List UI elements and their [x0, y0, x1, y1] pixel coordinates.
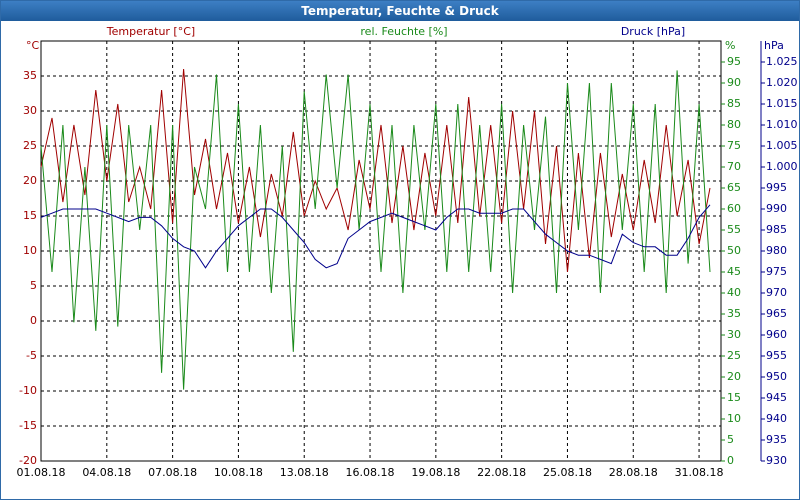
- y3-tick-label: 980: [766, 244, 787, 257]
- y2-tick-label: 90: [727, 76, 741, 89]
- x-tick-label: 07.08.18: [148, 466, 197, 479]
- y3-tick-label: 1.020: [766, 76, 798, 89]
- chart: -20 -15 -10 -5 0 5 10 15 20 25 30 35 0 5 10 15 20 25 30 35 4…: [17, 25, 798, 479]
- y2-tick-label: 65: [727, 181, 741, 194]
- y2-tick-label: 0: [727, 454, 734, 467]
- y3-tick-label: 960: [766, 328, 787, 341]
- y-tick-label: 0: [30, 314, 37, 327]
- x-tick-label: 01.08.18: [17, 466, 66, 479]
- data-line: [40, 68, 711, 273]
- y2-tick-label: 45: [727, 265, 741, 278]
- y-tick-label: 25: [23, 139, 37, 152]
- x-tick-label: 16.08.18: [346, 466, 395, 479]
- y3-tick-label: 1.025: [766, 55, 798, 68]
- y2-tick-label: 75: [727, 139, 741, 152]
- y3-tick-label: 930: [766, 454, 787, 467]
- y-tick-label: -15: [19, 419, 37, 432]
- legend-entry: Druck [hPa]: [621, 25, 685, 38]
- y3-tick-label: 975: [766, 265, 787, 278]
- y2-tick-label: 55: [727, 223, 741, 236]
- y-tick-label: 35: [23, 69, 37, 82]
- y2-tick-label: 50: [727, 244, 741, 257]
- y3-tick-label: 995: [766, 181, 787, 194]
- y3-tick-label: 945: [766, 391, 787, 404]
- y2-tick-label: 5: [727, 433, 734, 446]
- y3-tick-label: 965: [766, 307, 787, 320]
- x-tick-label: 19.08.18: [411, 466, 460, 479]
- data-line: [40, 204, 711, 269]
- y3-tick-label: 990: [766, 202, 787, 215]
- y2-tick-label: 40: [727, 286, 741, 299]
- y3-tick-label: 950: [766, 370, 787, 383]
- y2-tick-label: 20: [727, 370, 741, 383]
- y3-tick-label: 970: [766, 286, 787, 299]
- x-tick-label: 22.08.18: [477, 466, 526, 479]
- y3-tick-label: 1.005: [766, 139, 798, 152]
- y2-tick-label: 30: [727, 328, 741, 341]
- y-tick-label: -20: [19, 454, 37, 467]
- y2-tick-label: 25: [727, 349, 741, 362]
- y2-tick-label: 35: [727, 307, 741, 320]
- y3-tick-label: 955: [766, 349, 787, 362]
- y3-tick-label: 1.000: [766, 160, 798, 173]
- y3-tick-label: 935: [766, 433, 787, 446]
- y-tick-label: 30: [23, 104, 37, 117]
- title-bar: Temperatur, Feuchte & Druck: [1, 1, 799, 21]
- y3-tick-label: 940: [766, 412, 787, 425]
- y2-tick-label: 60: [727, 202, 741, 215]
- y2-unit: %: [725, 39, 735, 52]
- y-tick-label: -5: [26, 349, 37, 362]
- y-tick-label: 15: [23, 209, 37, 222]
- x-tick-label: 04.08.18: [82, 466, 131, 479]
- y3-tick-label: 985: [766, 223, 787, 236]
- legend-entry: Temperatur [°C]: [106, 25, 195, 38]
- x-tick-label: 10.08.18: [214, 466, 263, 479]
- y2-tick-label: 80: [727, 118, 741, 131]
- y2-tick-label: 70: [727, 160, 741, 173]
- y-tick-label: 20: [23, 174, 37, 187]
- y2-tick-label: 95: [727, 55, 741, 68]
- x-tick-label: 28.08.18: [609, 466, 658, 479]
- x-tick-label: 13.08.18: [280, 466, 329, 479]
- y3-tick-label: 1.010: [766, 118, 798, 131]
- y2-tick-label: 15: [727, 391, 741, 404]
- y-tick-label: 5: [30, 279, 37, 292]
- data-line: [40, 70, 711, 390]
- y3-unit: hPa: [764, 39, 784, 52]
- x-tick-label: 25.08.18: [543, 466, 592, 479]
- y2-tick-label: 85: [727, 97, 741, 110]
- y2-tick-label: 10: [727, 412, 741, 425]
- y-tick-label: -10: [19, 384, 37, 397]
- x-tick-label: 31.08.18: [675, 466, 724, 479]
- legend-entry: rel. Feuchte [%]: [360, 25, 447, 38]
- y3-tick-label: 1.015: [766, 97, 798, 110]
- y-unit: °C: [26, 39, 40, 52]
- y-tick-label: 10: [23, 244, 37, 257]
